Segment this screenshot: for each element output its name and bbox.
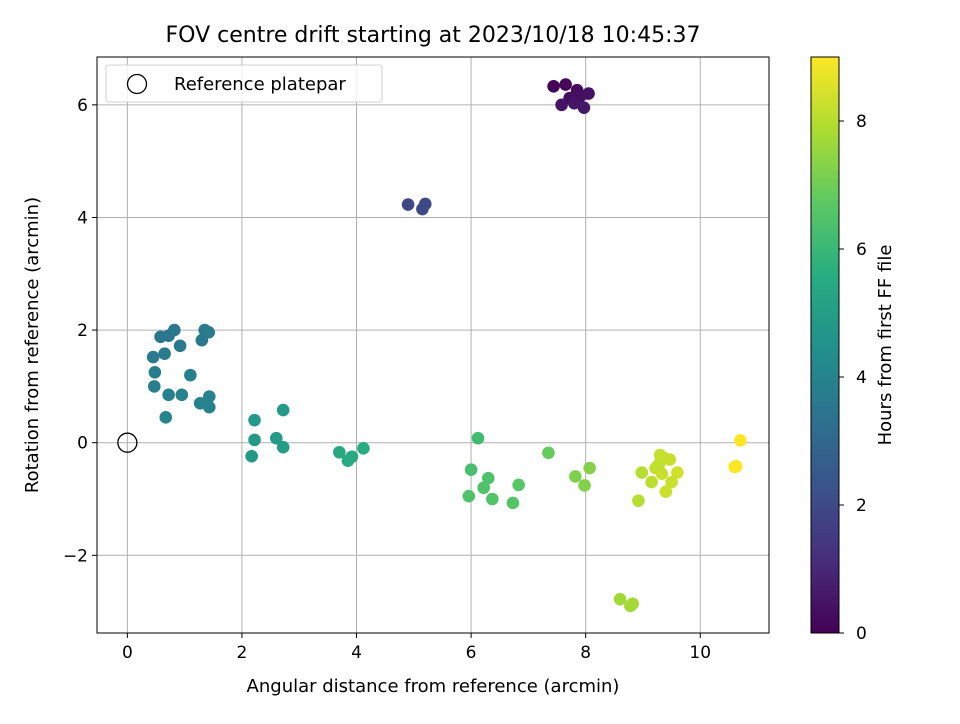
scatter-points	[146, 78, 747, 613]
scatter-point	[583, 461, 596, 475]
scatter-point	[734, 434, 747, 447]
legend-reference-marker	[126, 73, 148, 95]
x-tick-label: 0	[122, 643, 133, 663]
y-tick-label: 4	[77, 208, 88, 228]
scatter-point	[345, 450, 359, 464]
scatter-point	[578, 479, 591, 492]
scatter-point	[567, 96, 581, 110]
colorbar-gradient	[810, 56, 840, 634]
reference-platepar-point	[117, 432, 138, 453]
y-tick-label: 6	[77, 96, 88, 116]
scatter-point	[418, 197, 432, 211]
scatter-point	[162, 388, 175, 402]
scatter-point	[559, 78, 572, 91]
scatter-point	[477, 481, 491, 495]
scatter-point	[582, 87, 595, 100]
scatter-point	[632, 494, 645, 507]
x-tick-label: 10	[689, 643, 711, 663]
scatter-point	[577, 101, 591, 114]
scatter-point	[626, 597, 639, 611]
colorbar-tick-label: 6	[856, 240, 867, 260]
x-tick-label: 8	[580, 643, 591, 663]
scatter-point	[245, 449, 258, 463]
colorbar-tick-label: 8	[856, 112, 867, 132]
scatter-point	[506, 496, 520, 510]
legend-label-reference-platepar: Reference platepar	[174, 74, 346, 95]
scatter-point	[202, 400, 216, 414]
scatter-point	[276, 403, 290, 417]
colorbar-tick-label: 2	[856, 496, 867, 516]
y-axis: −2 0 2 4 6	[63, 96, 97, 566]
scatter-point	[655, 467, 669, 480]
scatter-point	[462, 489, 476, 503]
scatter-point	[158, 347, 171, 361]
chart-title: FOV centre drift starting at 2023/10/18 …	[166, 23, 701, 48]
scatter-point	[148, 366, 162, 379]
scatter-point	[333, 445, 346, 459]
scatter-point	[270, 431, 283, 445]
scatter-point	[555, 98, 568, 112]
scatter-point	[613, 592, 627, 606]
scatter-point	[471, 431, 485, 445]
scatter-point	[159, 411, 173, 424]
scatter-point	[671, 466, 684, 479]
scatter-point	[357, 442, 370, 455]
y-tick-label: 0	[77, 434, 88, 454]
x-axis: 0 2 4 6 8 10	[122, 633, 711, 663]
colorbar-label: Hours from first FF file	[875, 245, 896, 446]
y-axis-label: Rotation from reference (arcmin)	[22, 197, 43, 493]
colorbar: 0 2 4 6 8 Hours from first FF file	[810, 56, 896, 644]
scatter-point	[202, 390, 216, 403]
x-tick-label: 4	[351, 643, 362, 663]
scatter-point	[485, 492, 499, 506]
legend: Reference platepar	[105, 64, 383, 103]
reference-marker	[117, 432, 138, 453]
scatter-point	[512, 478, 525, 492]
grid-lines	[97, 57, 769, 633]
scatter-point	[481, 471, 495, 485]
scatter-point	[248, 413, 261, 427]
colorbar-tick-label: 4	[856, 368, 867, 388]
scatter-point	[645, 475, 658, 489]
scatter-point	[663, 453, 677, 466]
scatter-point	[569, 470, 582, 483]
y-tick-label: −2	[63, 546, 88, 566]
scatter-point	[665, 475, 678, 489]
scatter-point	[173, 339, 187, 353]
scatter-point	[652, 457, 666, 471]
scatter-point	[547, 79, 560, 93]
y-tick-label: 2	[77, 321, 88, 341]
colorbar-ticks: 0 2 4 6 8	[839, 112, 867, 644]
scatter-point	[146, 350, 160, 364]
x-tick-label: 6	[466, 643, 477, 663]
scatter-point	[248, 433, 261, 447]
scatter-point	[659, 485, 673, 498]
legend-box	[105, 64, 383, 103]
colorbar-tick-label: 0	[856, 624, 867, 644]
scatter-point	[184, 368, 197, 382]
scatter-point	[175, 388, 189, 402]
scatter-point	[542, 446, 555, 460]
x-tick-label: 2	[237, 643, 248, 663]
scatter-point	[168, 323, 181, 337]
scatter-point	[401, 198, 415, 211]
plot-frame	[96, 56, 770, 634]
scatter-point	[464, 463, 478, 477]
scatter-point	[730, 460, 743, 473]
scatter-point	[276, 440, 290, 454]
scatter-point	[147, 380, 161, 393]
scatter-point	[635, 466, 649, 479]
x-axis-label: Angular distance from reference (arcmin)	[247, 676, 620, 697]
scatter-point	[202, 326, 216, 339]
